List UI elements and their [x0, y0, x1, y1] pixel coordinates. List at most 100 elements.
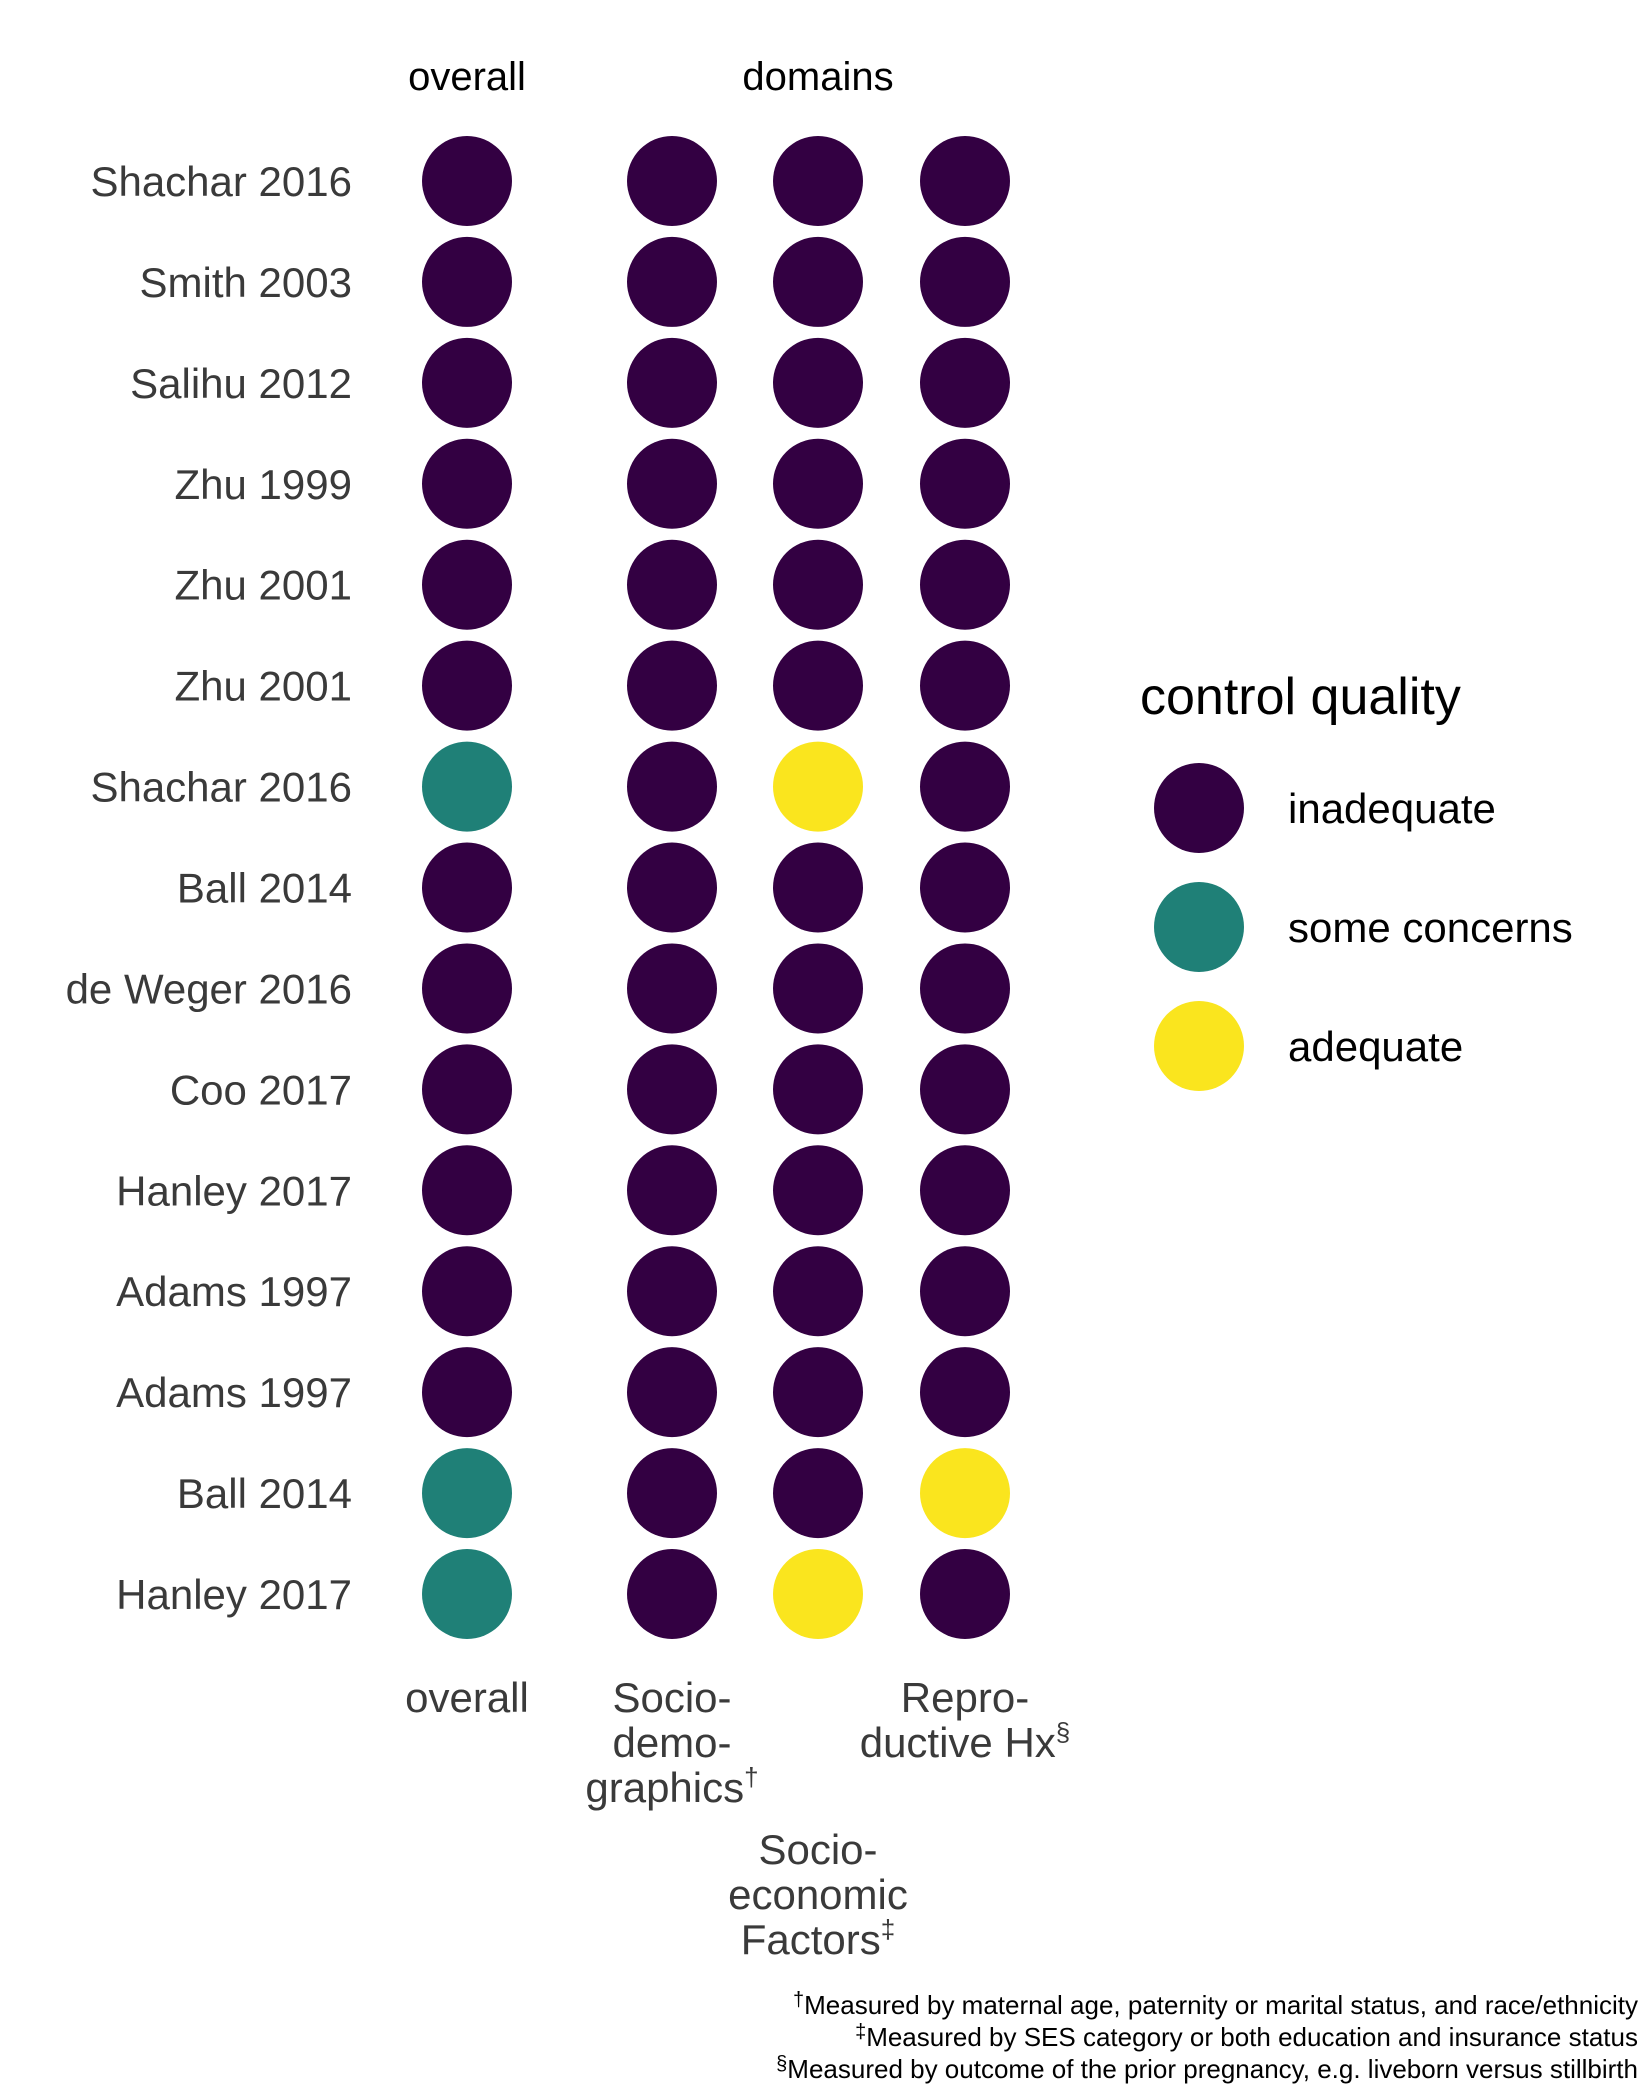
dot-inadequate	[773, 842, 863, 933]
footnote-marker: ‡	[855, 2021, 866, 2043]
dot-some-concerns	[422, 1549, 512, 1640]
dot-inadequate	[422, 1044, 512, 1135]
dot-some-concerns	[422, 741, 512, 832]
dot-inadequate	[773, 1044, 863, 1135]
dot-inadequate	[920, 1044, 1010, 1135]
dot-inadequate	[627, 1448, 717, 1539]
dot-inadequate	[422, 943, 512, 1034]
dot-inadequate	[920, 236, 1010, 327]
legend-label-inadequate: inadequate	[1288, 785, 1496, 832]
dot-inadequate	[627, 741, 717, 832]
dot-inadequate	[627, 943, 717, 1034]
column-label-line: Socio-	[758, 1826, 877, 1873]
footnote-text: Measured by maternal age, paternity or m…	[804, 1990, 1638, 2020]
footnote: §Measured by outcome of the prior pregna…	[776, 2053, 1638, 2084]
row-label: Coo 2017	[170, 1066, 352, 1113]
dot-inadequate	[773, 438, 863, 529]
dot-inadequate	[627, 236, 717, 327]
dot-inadequate	[627, 337, 717, 428]
column-label-line: demo-	[612, 1719, 731, 1766]
column-labels: overall Socio-demo-graphics†Socio-economi…	[405, 1674, 1070, 1963]
row-label: Smith 2003	[140, 259, 352, 306]
dot-adequate	[773, 741, 863, 832]
legend-swatch-adequate	[1154, 1001, 1244, 1091]
row-label: Ball 2014	[177, 865, 352, 912]
dot-inadequate	[422, 1145, 512, 1236]
dot-inadequate	[773, 943, 863, 1034]
row-label: Hanley 2017	[116, 1167, 352, 1214]
legend-swatch-inadequate	[1154, 763, 1244, 853]
dot-inadequate	[422, 842, 512, 933]
dot-inadequate	[920, 438, 1010, 529]
dot-inadequate	[920, 943, 1010, 1034]
dot-inadequate	[422, 337, 512, 428]
dot-some-concerns	[422, 1448, 512, 1539]
row-label: Zhu 2001	[175, 562, 352, 609]
dot-inadequate	[920, 842, 1010, 933]
dot-inadequate	[627, 438, 717, 529]
footnote-marker: §	[1056, 1717, 1070, 1747]
dot-inadequate	[773, 1145, 863, 1236]
legend: control quality inadequate some concerns ad…	[1140, 668, 1573, 1091]
footnote-text: Measured by SES category or both educati…	[866, 2022, 1638, 2052]
column-label-line: economic	[728, 1871, 908, 1918]
footnote-text: Measured by outcome of the prior pregnan…	[787, 2054, 1638, 2084]
row-label: de Weger 2016	[66, 965, 352, 1012]
row-label: Hanley 2017	[116, 1571, 352, 1618]
dot-inadequate	[773, 640, 863, 731]
dot-inadequate	[773, 539, 863, 630]
dot-inadequate	[773, 136, 863, 226]
footnote-marker: §	[776, 2053, 787, 2075]
row-label: Salihu 2012	[130, 360, 352, 407]
row-label: Adams 1997	[116, 1369, 352, 1416]
dot-inadequate	[422, 438, 512, 529]
column-label-line: overall	[405, 1674, 529, 1721]
dot-inadequate	[920, 1145, 1010, 1236]
dot-inadequate	[422, 1347, 512, 1438]
dot-inadequate	[627, 1044, 717, 1135]
facet-title-domains: domains	[742, 55, 893, 99]
dot-inadequate	[627, 539, 717, 630]
dot-inadequate	[422, 640, 512, 731]
dot-inadequate	[920, 1246, 1010, 1337]
dot-inadequate	[627, 640, 717, 731]
dot-inadequate	[920, 337, 1010, 428]
dot-inadequate	[422, 236, 512, 327]
column-label-line: Repro-	[901, 1674, 1029, 1721]
row-label: Zhu 1999	[175, 461, 352, 508]
row-label: Zhu 2001	[175, 663, 352, 710]
dot-inadequate	[422, 539, 512, 630]
dot-inadequate	[920, 136, 1010, 226]
footnote: †Measured by maternal age, paternity or …	[793, 1989, 1638, 2020]
column-label-line: Socio-	[612, 1674, 731, 1721]
footnote-marker: †	[744, 1762, 758, 1792]
dot-inadequate	[627, 136, 717, 226]
dot-inadequate	[773, 337, 863, 428]
dot-inadequate	[773, 1246, 863, 1337]
dot-inadequate	[920, 539, 1010, 630]
dot-inadequate	[773, 236, 863, 327]
legend-title: control quality	[1140, 668, 1461, 726]
dot-adequate	[920, 1448, 1010, 1539]
dot-inadequate	[627, 1347, 717, 1438]
footnote-marker: ‡	[881, 1914, 895, 1944]
dot-inadequate	[422, 1246, 512, 1337]
dot-inadequate	[627, 1549, 717, 1640]
row-label: Ball 2014	[177, 1470, 352, 1517]
dot-inadequate	[627, 842, 717, 933]
dot-inadequate	[773, 1347, 863, 1438]
dot-inadequate	[627, 1145, 717, 1236]
column-label-line: ductive Hx§	[860, 1717, 1071, 1766]
dots	[422, 136, 1010, 1640]
footnotes: †Measured by maternal age, paternity or …	[776, 1989, 1638, 2084]
row-label: Shachar 2016	[90, 158, 352, 205]
row-labels: Shachar 2016 Smith 2003 Salihu 2012 Zhu 199…	[66, 158, 352, 1618]
column-label-line: graphics†	[585, 1762, 758, 1811]
dot-inadequate	[422, 136, 512, 226]
legend-swatch-some-concerns	[1154, 882, 1244, 972]
dot-inadequate	[920, 640, 1010, 731]
legend-label-adequate: adequate	[1288, 1023, 1463, 1070]
dot-adequate	[773, 1549, 863, 1640]
facet-title-overall: overall	[408, 55, 526, 99]
